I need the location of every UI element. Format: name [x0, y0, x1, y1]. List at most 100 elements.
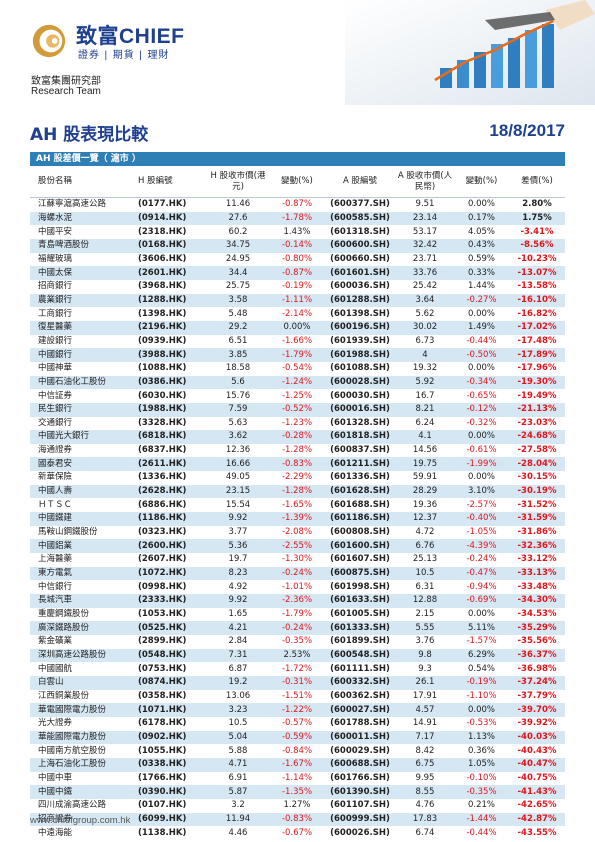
cell-a-code: (600030.SH): [330, 390, 390, 401]
cell-h-close: 34.4: [228, 267, 248, 278]
cell-h-close: 5.6: [231, 376, 245, 387]
cell-h-close: 5.88: [228, 745, 248, 756]
cell-a-change: 1.05%: [467, 759, 495, 770]
cell-h-close: 3.58: [228, 294, 248, 305]
cell-a-code: (600585.SH): [330, 212, 390, 223]
column-header-a-close: A 股收市價(人民幣): [397, 170, 453, 192]
cell-h-close: 3.23: [228, 704, 248, 715]
cell-stock-name: 長城汽車: [38, 595, 73, 606]
cell-a-code: (601088.SH): [330, 363, 390, 374]
table-row: 中國銀行 (3988.HK) 3.85 -1.79% (601988.SH) 4 -0.50…: [30, 348, 565, 362]
cell-h-change: -2.08%: [281, 527, 313, 538]
cell-a-close: 10.5: [415, 568, 435, 579]
cell-h-change: -2.29%: [281, 472, 313, 483]
cell-h-close: 5.48: [228, 308, 248, 319]
table-row: 白雲山 (0874.HK) 19.2 -0.31% (600332.SH) 26.1 -0.…: [30, 675, 565, 690]
brand-name-en: CHIEF: [119, 25, 185, 48]
cell-a-close: 19.32: [412, 363, 438, 374]
cell-premium: -34.53%: [517, 609, 557, 620]
cell-h-change: -0.19%: [281, 281, 313, 292]
cell-premium: -17.48%: [517, 335, 557, 346]
cell-a-change: -0.61%: [466, 445, 497, 456]
cell-stock-name: 江蘇寧滬高速公路: [38, 199, 107, 210]
cell-a-change: 0.59%: [467, 253, 495, 264]
cell-h-code: (0902.HK): [138, 731, 187, 742]
table-row: 馬鞍山鋼鐵股份 (0323.HK) 3.77 -2.08% (600808.SH) 4.7…: [30, 526, 565, 540]
cell-h-code: (3606.HK): [138, 253, 187, 264]
cell-a-code: (601818.SH): [330, 431, 390, 442]
report-title-row: AH 股表現比較 18/8/2017: [30, 120, 565, 145]
cell-stock-name: 中國南方航空股份: [38, 745, 107, 756]
cell-stock-name: 海通證券: [38, 445, 73, 456]
cell-h-code: (1988.HK): [138, 404, 187, 415]
table-row: 海螺水泥 (0914.HK) 27.6 -1.78% (600585.SH) 23.14 0…: [30, 211, 565, 226]
cell-h-close: 11.94: [225, 813, 251, 824]
cell-h-code: (1766.HK): [138, 772, 187, 783]
table-row: 中國人壽 (2628.HK) 23.15 -1.28% (601628.SH) 28.29…: [30, 484, 565, 499]
cell-a-code: (600016.SH): [330, 404, 390, 415]
cell-h-change: 1.27%: [283, 800, 311, 811]
cell-premium: -31.52%: [517, 499, 557, 510]
cell-h-change: -0.67%: [281, 827, 313, 838]
cell-h-change: -1.35%: [281, 786, 313, 797]
table-row: 交通銀行 (3328.HK) 5.63 -1.23% (601328.SH) 6.24 -0…: [30, 417, 565, 431]
cell-a-code: (601988.SH): [330, 349, 390, 360]
cell-a-change: -4.39%: [466, 540, 497, 551]
cell-a-code: (601788.SH): [330, 718, 390, 729]
cell-stock-name: 農業銀行: [38, 294, 73, 305]
cell-h-close: 7.59: [228, 404, 248, 415]
cell-h-code: (0168.HK): [138, 240, 187, 251]
cell-a-close: 6.24: [415, 417, 435, 428]
cell-h-code: (0914.HK): [138, 212, 187, 223]
table-row: 上海石油化工股份 (0338.HK) 4.71 -1.67% (600688.SH) 6.…: [30, 757, 565, 772]
cell-stock-name: 國泰君安: [38, 458, 73, 469]
cell-a-change: -0.44%: [466, 335, 497, 346]
table-row: 上海醫藥 (2607.HK) 19.7 -1.30% (601607.SH) 25.13 -…: [30, 553, 565, 567]
cell-stock-name: 新華保險: [38, 472, 73, 483]
cell-a-code: (600999.SH): [330, 813, 390, 824]
cell-stock-name: 招商銀行: [38, 281, 73, 292]
cell-h-code: (6099.HK): [138, 813, 187, 824]
cell-stock-name: 重慶鋼鐵股份: [38, 609, 90, 620]
cell-stock-name: 中遠海能: [38, 827, 73, 838]
cell-h-code: (2628.HK): [138, 486, 187, 497]
cell-h-code: (0323.HK): [138, 527, 187, 538]
table-row: 廣深鐵路股份 (0525.HK) 4.21 -0.24% (601333.SH) 5.55…: [30, 621, 565, 635]
cell-a-change: -1.99%: [466, 458, 497, 469]
cell-stock-name: 廣深鐵路股份: [38, 622, 90, 633]
cell-a-change: -0.34%: [466, 376, 497, 387]
report-date: 18/8/2017: [489, 121, 565, 140]
cell-a-code: (600027.SH): [330, 704, 390, 715]
cell-stock-name: 建設銀行: [38, 335, 73, 346]
cell-stock-name: 工商銀行: [38, 308, 73, 319]
cell-a-code: (600029.SH): [330, 745, 390, 756]
cell-h-change: -0.54%: [281, 363, 313, 374]
cell-stock-name: 中國石油化工股份: [38, 376, 107, 387]
cell-premium: -13.58%: [517, 281, 557, 292]
table-row: 中國鐵建 (1186.HK) 9.92 -1.39% (601186.SH) 12.37 -…: [30, 512, 565, 526]
cell-a-code: (600377.SH): [330, 199, 390, 210]
cell-stock-name: 中國銀行: [38, 349, 73, 360]
cell-h-change: -0.59%: [281, 731, 313, 742]
cell-h-change: -1.72%: [281, 663, 313, 674]
cell-premium: -40.75%: [517, 772, 557, 783]
cell-h-code: (0338.HK): [138, 759, 187, 770]
cell-h-close: 5.36: [228, 540, 248, 551]
cell-h-change: -1.78%: [281, 212, 313, 223]
cell-a-change: -0.27%: [466, 294, 497, 305]
cell-a-close: 8.42: [415, 745, 435, 756]
cell-a-change: 0.54%: [467, 663, 495, 674]
cell-a-close: 9.95: [415, 772, 435, 783]
cell-a-change: -0.24%: [466, 554, 497, 565]
table-row: 建設銀行 (0939.HK) 6.51 -1.66% (601939.SH) 6.73 -0…: [30, 335, 565, 349]
cell-premium: -37.79%: [517, 690, 557, 701]
cell-premium: -10.23%: [517, 253, 557, 264]
cell-stock-name: 中信証券: [38, 390, 73, 401]
table-row: 中國南方航空股份 (1055.HK) 5.88 -0.84% (600029.SH) 8.…: [30, 744, 565, 758]
table-row: 四川成渝高速公路 (0107.HK) 3.2 1.27% (601107.SH) 4.76…: [30, 799, 565, 813]
cell-a-close: 4.57: [415, 704, 435, 715]
cell-h-code: (3968.HK): [138, 281, 187, 292]
table-row: 重慶鋼鐵股份 (1053.HK) 1.65 -1.79% (601005.SH) 2.15…: [30, 608, 565, 622]
cell-a-code: (601211.SH): [330, 458, 390, 469]
cell-premium: -8.56%: [520, 240, 554, 251]
